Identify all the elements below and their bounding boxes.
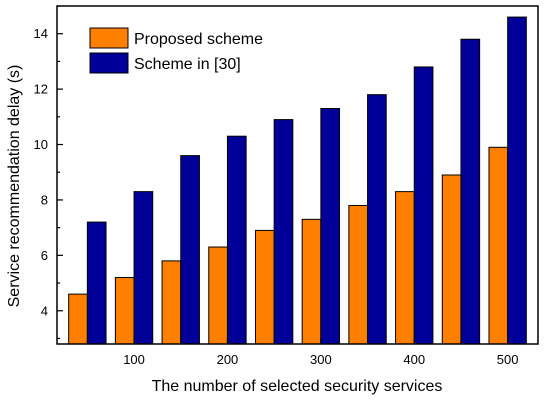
bar-series-2-250 <box>273 119 294 345</box>
labels-layer: The number of selected security services… <box>6 65 442 395</box>
x-tick-label: 200 <box>217 352 239 367</box>
bar-series-1-100 <box>114 277 135 345</box>
legend-label-series-2: Scheme in [30] <box>134 56 241 73</box>
x-tick-label: 300 <box>310 352 332 367</box>
bar-series-1-350 <box>348 204 369 345</box>
bar-series-2-350 <box>367 94 387 345</box>
bar-series-1-500 <box>488 146 509 345</box>
bar-series-2-50 <box>86 221 107 345</box>
y-tick-label: 10 <box>34 137 48 152</box>
bar-series-2-100 <box>133 191 154 345</box>
bar-series-2-150 <box>180 155 200 345</box>
legend-swatch-series-1 <box>89 27 129 49</box>
y-axis-title: Service recommendation delay (s) <box>6 65 23 308</box>
bar-series-1-300 <box>301 218 322 345</box>
x-tick-label: 400 <box>403 352 425 367</box>
plot-frame <box>56 5 539 345</box>
x-tick-label: 500 <box>497 352 519 367</box>
bar-series-1-250 <box>254 229 275 345</box>
y-tick-label: 12 <box>34 82 48 97</box>
axes-layer: 4 6 8 10 12 14 100 200 300 400 500 <box>34 5 539 367</box>
legend-label-series-1: Proposed scheme <box>134 31 263 48</box>
bar-series-2-500 <box>507 16 527 345</box>
y-tick-label: 14 <box>34 26 48 41</box>
bars-layer <box>68 16 527 345</box>
legend: Proposed scheme Scheme in [30] <box>89 27 263 74</box>
bar-series-2-450 <box>460 38 481 345</box>
bar-series-1-400 <box>395 191 415 345</box>
y-tick-label: 8 <box>41 192 48 207</box>
bar-series-1-200 <box>208 246 228 345</box>
y-tick-label: 6 <box>41 248 48 263</box>
bar-series-2-200 <box>226 135 247 345</box>
x-tick-label: 100 <box>123 352 145 367</box>
bar-series-1-50 <box>68 293 88 345</box>
legend-swatch-series-2 <box>89 52 129 74</box>
bar-series-2-300 <box>320 108 341 345</box>
bar-series-1-450 <box>441 174 462 345</box>
x-axis-title: The number of selected security services <box>152 378 443 395</box>
bar-series-2-400 <box>413 66 434 345</box>
bar-series-1-150 <box>161 260 182 345</box>
y-tick-label: 4 <box>41 303 48 318</box>
